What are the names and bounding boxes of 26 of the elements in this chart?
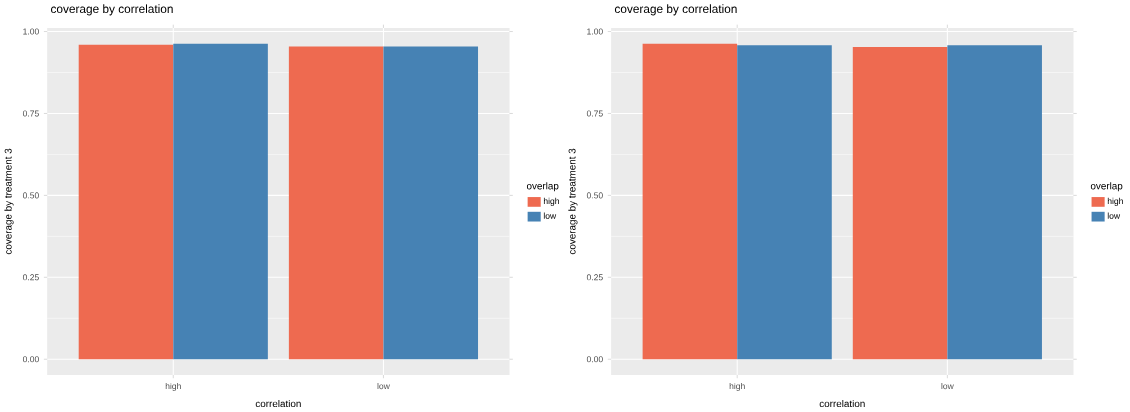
legend-label: low [1107,212,1121,220]
y-axis-title: coverage by treatment 3 [568,148,578,255]
y-tick-label: 0.50 [22,192,39,199]
y-tick-label: 0.00 [22,356,39,363]
x-axis-title: correlation [819,400,865,408]
y-tick-label: 0.75 [586,110,603,117]
legend-label: low [543,212,557,220]
chart-title: coverage by correlation [614,4,737,16]
legend-label: high [1107,198,1123,207]
x-tick-label: low [941,383,954,390]
y-tick-label: 0.50 [586,192,603,199]
y-axis-title: coverage by treatment 3 [4,148,14,255]
x-axis-title: correlation [255,400,301,408]
y-tick-label: 0.25 [586,274,603,281]
y-tick-label: 1.00 [23,28,39,35]
y-tick-label: 1.00 [587,28,603,35]
chart-title: coverage by correlation [51,4,173,16]
y-tick-label: 0.00 [586,356,603,363]
x-tick-label: high [729,383,745,392]
legend-label: high [543,198,559,207]
y-tick-label: 0.75 [22,110,39,117]
y-tick-label: 0.25 [22,274,39,281]
legend-title: overlap [526,182,559,192]
x-tick-label: low [377,383,390,390]
x-tick-label: high [165,383,181,392]
legend-title: overlap [1090,182,1123,192]
